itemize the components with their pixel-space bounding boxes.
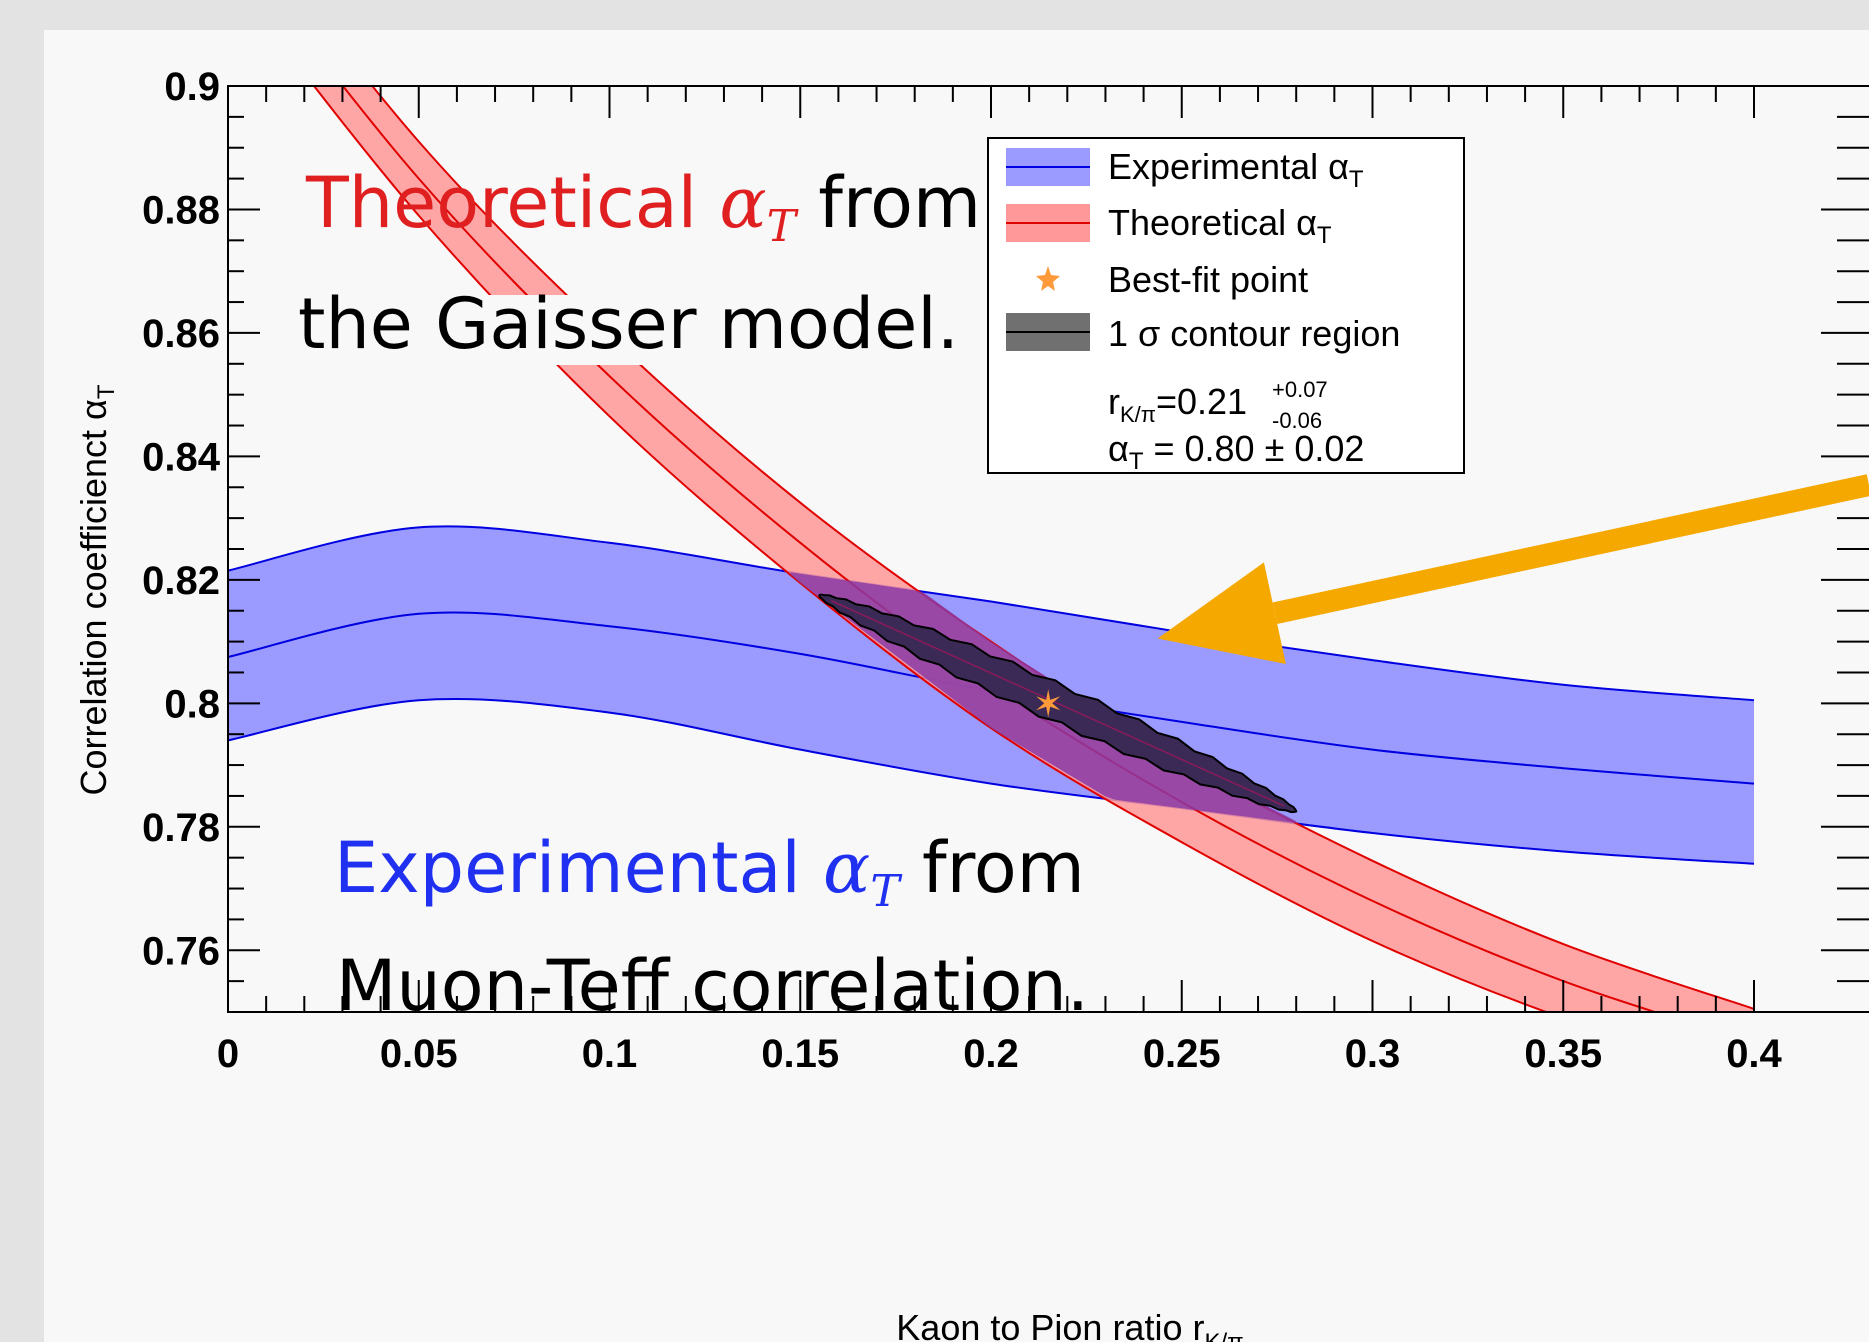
arrow-head [1157,562,1286,665]
theory-annotation-bg [296,295,1014,365]
chart-svg: 0 0.05 0.1 0.15 0.2 0.25 0.3 0.35 0.4 0.76 0.78 0.8… [73,65,1869,1342]
legend-fit-alpha: αT = 0.80 ± 0.02 [1108,428,1364,475]
axis-ticks [227,85,1869,1013]
x-tick-label: 0.2 [963,1032,1019,1076]
legend-label-best-fit: Best-fit point [1108,259,1308,300]
x-tick-label: 0.15 [761,1032,839,1076]
y-tick-label: 0.8 [164,682,220,726]
y-tick-label: 0.84 [142,435,221,479]
experimental-band-lower [228,697,1755,865]
legend-fit-r-minus: -0.06 [1272,408,1322,433]
pointer-arrow [1157,474,1869,665]
theory-annotation-line1: Theoretical αT from [305,162,981,252]
chart-card: 0 0.05 0.1 0.15 0.2 0.25 0.3 0.35 0.4 0.76 0.78 0.8… [44,30,1869,1342]
y-tick-label: 0.76 [142,929,220,973]
y-tick-label: 0.88 [142,188,220,232]
arrow-shaft [1272,474,1869,624]
experimental-band-upper [228,525,1755,702]
theory-annotation-line2: the Gaisser model. [1] [298,283,1080,365]
legend-label-contour: 1 σ contour region [1108,313,1400,354]
x-tick-label: 0.05 [380,1032,458,1076]
legend-marker-best-fit [1036,266,1060,291]
best-fit-layer [1036,689,1061,718]
best-fit-marker [1036,689,1061,718]
x-tick-label: 0.3 [1345,1032,1401,1076]
y-axis-title: Correlation coefficienct αT [73,384,120,795]
y-tick-label: 0.78 [142,806,220,850]
y-tick-label: 0.86 [142,312,220,356]
x-tick-label: 0.1 [582,1032,638,1076]
contour-layer [818,593,1298,814]
x-tick-label: 0.35 [1524,1032,1602,1076]
legend-label-theoretical: Theoretical αT [1108,202,1332,249]
axis-tick-labels: 0 0.05 0.1 0.15 0.2 0.25 0.3 0.35 0.4 0.76 0.78 0.8… [142,65,1782,1076]
legend-label-experimental: Experimental αT [1108,146,1364,193]
exp-annotation-line2: Muon-Teff correlation. [336,945,1089,1027]
x-tick-label: 0.4 [1726,1032,1782,1076]
y-tick-label: 0.82 [142,559,220,603]
legend-fit-r: rK/π=0.21 [1108,381,1247,427]
x-axis-title: Kaon to Pion ratio rK/π [896,1307,1243,1342]
contour-ridge-line [830,600,1285,807]
legend-box [987,137,1465,474]
legend: Experimental αT Theoretical αT Best-fit … [987,137,1465,475]
legend-fit-r-plus: +0.07 [1272,377,1328,402]
x-tick-label: 0 [217,1032,239,1076]
exp-annotation-line1: Experimental αT from [334,827,1085,917]
y-tick-label: 0.9 [164,65,220,109]
x-tick-label: 0.25 [1143,1032,1221,1076]
theoretical-band-lower [312,86,1550,1012]
